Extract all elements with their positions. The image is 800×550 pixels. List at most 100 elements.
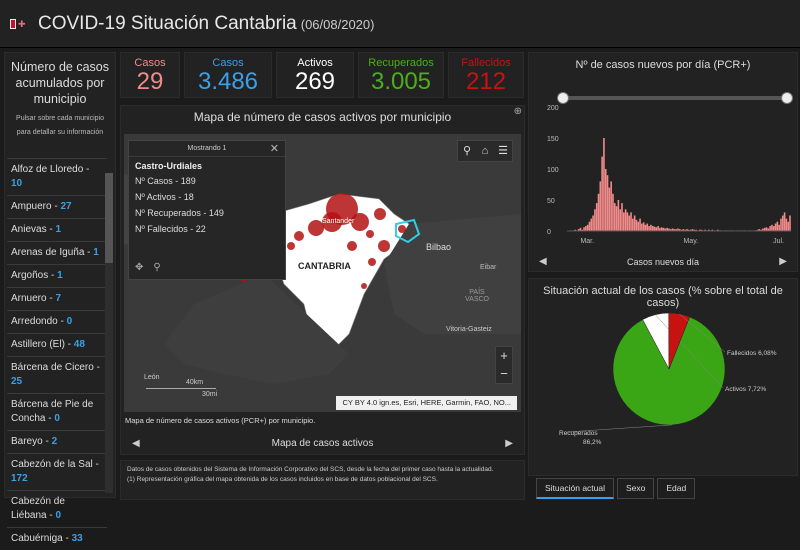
bar[interactable] <box>608 187 611 231</box>
bar[interactable] <box>610 181 612 231</box>
municipality-item[interactable]: Bárcena de Cicero - 25 <box>7 356 107 393</box>
bar[interactable] <box>666 227 668 231</box>
close-icon[interactable]: ✕ <box>269 143 279 155</box>
bar[interactable] <box>644 224 647 231</box>
bar[interactable] <box>707 229 710 231</box>
bar[interactable] <box>716 229 719 231</box>
bar[interactable] <box>601 156 603 231</box>
municipality-item[interactable]: Cabezón de Liébana - 0 <box>7 490 107 527</box>
list-icon[interactable]: ☰ <box>498 145 508 157</box>
bar[interactable] <box>762 228 764 231</box>
bar[interactable] <box>585 226 587 231</box>
map-view[interactable]: Santander CANTABRIA Bilbao Eibar PAÍS VA… <box>124 134 521 412</box>
bar[interactable] <box>659 227 661 231</box>
bar[interactable] <box>577 229 580 231</box>
bar[interactable] <box>635 219 638 231</box>
bar[interactable] <box>606 175 609 231</box>
municipality-item[interactable]: Cabuérniga - 33 <box>7 527 107 550</box>
situation-pie-chart[interactable]: Recuperados 86,2% Activos 7,72% Fallecidos … <box>529 299 799 475</box>
map-popup[interactable]: Mostrando 1 ✕ Castro-Urdiales Nº Casos - … <box>128 140 286 280</box>
bar[interactable] <box>615 206 618 231</box>
bar[interactable] <box>613 203 616 231</box>
bar[interactable] <box>651 226 654 231</box>
bar[interactable] <box>590 218 593 231</box>
bar[interactable] <box>657 226 659 231</box>
sidebar-scrollbar[interactable] <box>105 173 113 493</box>
bar[interactable] <box>689 229 692 231</box>
bar[interactable] <box>619 209 621 231</box>
pan-icon[interactable]: ✥ <box>135 262 144 273</box>
bar[interactable] <box>771 224 773 231</box>
bar[interactable] <box>660 227 663 231</box>
bar[interactable] <box>594 209 596 231</box>
bar[interactable] <box>686 229 688 231</box>
bar[interactable] <box>769 226 771 231</box>
bar[interactable] <box>776 221 779 231</box>
expand-icon[interactable]: ⊕ <box>513 106 522 117</box>
bar[interactable] <box>641 223 643 231</box>
bar[interactable] <box>671 228 674 231</box>
bar[interactable] <box>664 228 667 231</box>
bar[interactable] <box>642 222 645 231</box>
slider-end-handle[interactable] <box>781 92 793 104</box>
bar[interactable] <box>711 229 714 231</box>
bar[interactable] <box>704 229 706 231</box>
bar[interactable] <box>655 227 658 231</box>
bar[interactable] <box>767 228 770 231</box>
bar[interactable] <box>679 229 681 231</box>
bar[interactable] <box>639 218 641 231</box>
bar[interactable] <box>595 203 598 231</box>
bar[interactable] <box>650 224 652 231</box>
bar[interactable] <box>789 215 791 232</box>
bar[interactable] <box>698 229 701 231</box>
bar[interactable] <box>691 229 694 231</box>
time-slider[interactable] <box>557 92 793 104</box>
bar[interactable] <box>778 224 780 231</box>
bar[interactable] <box>774 223 777 231</box>
bar[interactable] <box>668 228 670 231</box>
municipality-item[interactable]: Alfoz de Lloredo - 10 <box>7 158 107 195</box>
bar[interactable] <box>646 223 649 231</box>
municipality-item[interactable]: Bárcena de Pie de Concha - 0 <box>7 393 107 430</box>
bar[interactable] <box>787 221 789 231</box>
search-icon[interactable]: ⚲ <box>462 145 472 157</box>
zoom-to-icon[interactable]: ⚲ <box>153 262 161 273</box>
tab-edad[interactable]: Edad <box>657 478 696 499</box>
municipality-item[interactable]: Arredondo - 0 <box>7 310 107 333</box>
municipality-item[interactable]: Cabezón de la Sal - 172 <box>7 453 107 490</box>
zoom-out-button[interactable]: − <box>500 366 508 381</box>
chart-prev-icon[interactable]: ◀ <box>539 256 547 267</box>
municipality-item[interactable]: Anievas - 1 <box>7 218 107 241</box>
bar[interactable] <box>781 215 784 232</box>
municipality-item[interactable]: Arnuero - 7 <box>7 287 107 310</box>
bar[interactable] <box>604 169 607 231</box>
bar[interactable] <box>680 229 683 231</box>
home-icon[interactable]: ⌂ <box>481 145 489 157</box>
bar[interactable] <box>586 224 589 231</box>
daily-bar-chart[interactable]: 200 150 100 50 0 Mar. May. Jul. <box>529 101 799 251</box>
slider-start-handle[interactable] <box>557 92 569 104</box>
bar[interactable] <box>688 229 690 231</box>
bar[interactable] <box>648 226 650 231</box>
municipality-item[interactable]: Bareyo - 2 <box>7 430 107 453</box>
tab-sexo[interactable]: Sexo <box>617 478 655 499</box>
bar[interactable] <box>612 193 614 231</box>
bar[interactable] <box>624 209 627 231</box>
bar[interactable] <box>574 229 576 231</box>
bar[interactable] <box>700 229 703 231</box>
bar[interactable] <box>583 227 585 231</box>
bar[interactable] <box>626 212 629 231</box>
municipality-item[interactable]: Ampuero - 27 <box>7 195 107 218</box>
municipality-item[interactable]: Arenas de Iguña - 1 <box>7 241 107 264</box>
next-arrow-icon[interactable]: ▶ <box>505 437 513 449</box>
bar[interactable] <box>630 212 632 231</box>
chart-next-icon[interactable]: ▶ <box>779 256 787 267</box>
bar[interactable] <box>621 203 623 231</box>
bar[interactable] <box>765 227 768 231</box>
bar[interactable] <box>684 229 687 231</box>
bar[interactable] <box>758 229 761 231</box>
pie-slice[interactable] <box>612 316 726 426</box>
bar[interactable] <box>653 226 656 231</box>
bar[interactable] <box>597 193 600 231</box>
bar[interactable] <box>617 200 620 231</box>
